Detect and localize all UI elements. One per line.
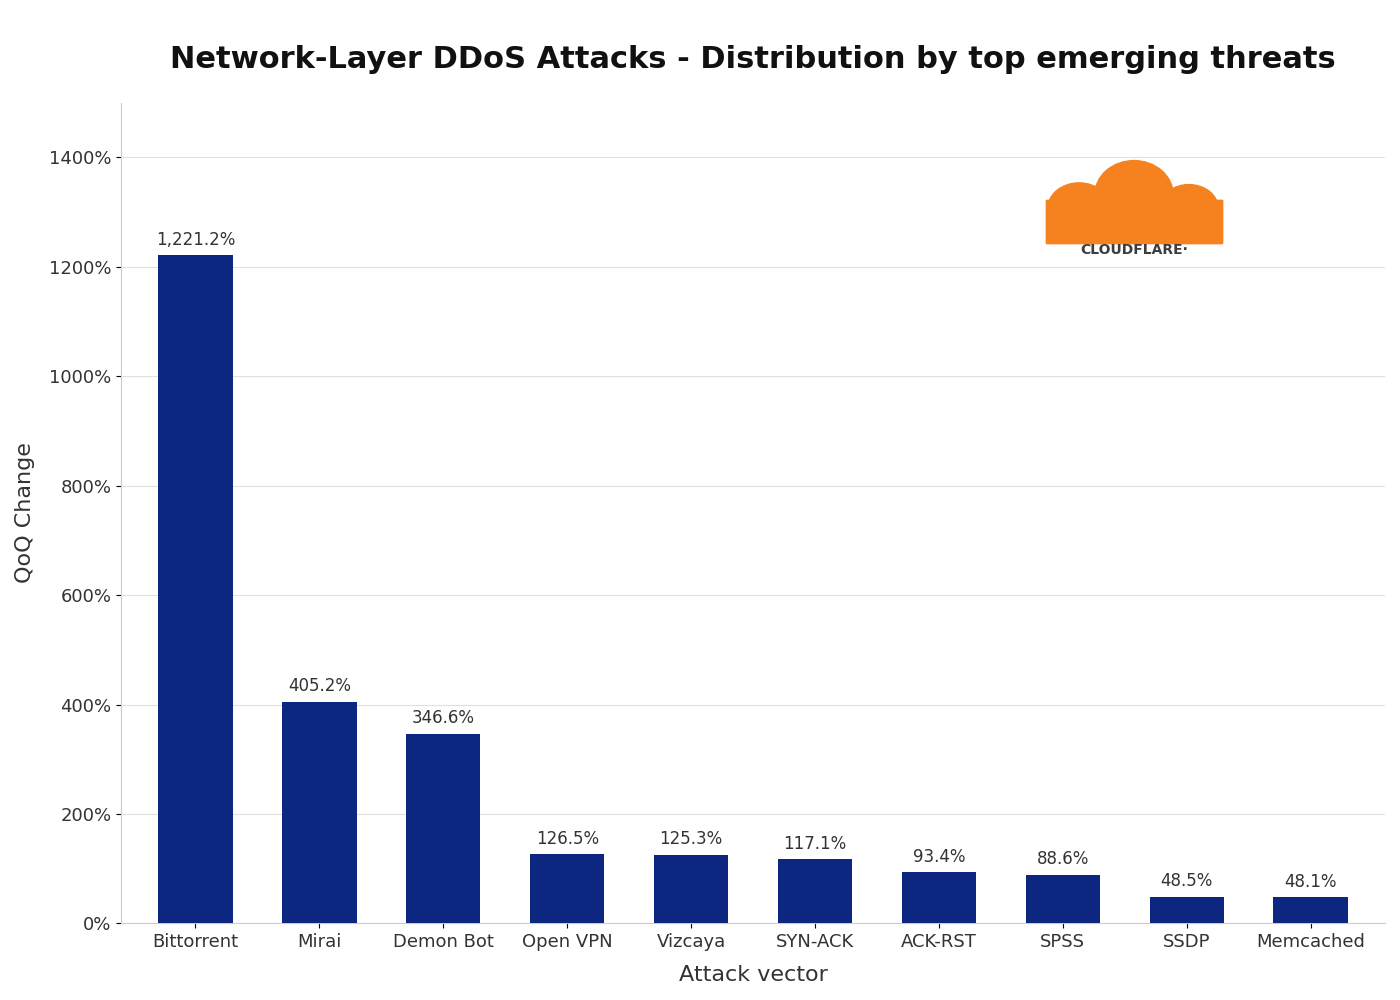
Bar (1274, 897, 1348, 923)
Text: 88.6%: 88.6% (1036, 850, 1089, 868)
X-axis label: Attack vector: Attack vector (679, 965, 827, 985)
Bar (283, 702, 357, 923)
Bar (1149, 897, 1224, 923)
Text: 48.1%: 48.1% (1284, 873, 1337, 891)
Ellipse shape (1047, 183, 1110, 234)
Bar (158, 255, 232, 923)
Text: 125.3%: 125.3% (659, 830, 722, 848)
Text: 93.4%: 93.4% (913, 848, 965, 866)
Bar (902, 872, 976, 923)
Ellipse shape (1159, 185, 1218, 233)
Title: Network-Layer DDoS Attacks - Distribution by top emerging threats: Network-Layer DDoS Attacks - Distributio… (171, 45, 1336, 74)
Text: CLOUDFLARE·: CLOUDFLARE· (1079, 243, 1189, 257)
Ellipse shape (1095, 161, 1173, 229)
Bar (1026, 875, 1100, 923)
Bar (1046, 200, 1222, 243)
Y-axis label: QoQ Change: QoQ Change (15, 443, 35, 583)
Text: 405.2%: 405.2% (288, 677, 351, 695)
Bar (778, 859, 853, 923)
Text: 126.5%: 126.5% (536, 830, 599, 848)
Text: 117.1%: 117.1% (784, 835, 847, 853)
Text: 1,221.2%: 1,221.2% (155, 231, 235, 249)
Bar (531, 854, 605, 923)
Bar (654, 855, 728, 923)
Bar (406, 734, 480, 923)
Text: 346.6%: 346.6% (412, 709, 475, 727)
Text: 48.5%: 48.5% (1161, 872, 1212, 890)
